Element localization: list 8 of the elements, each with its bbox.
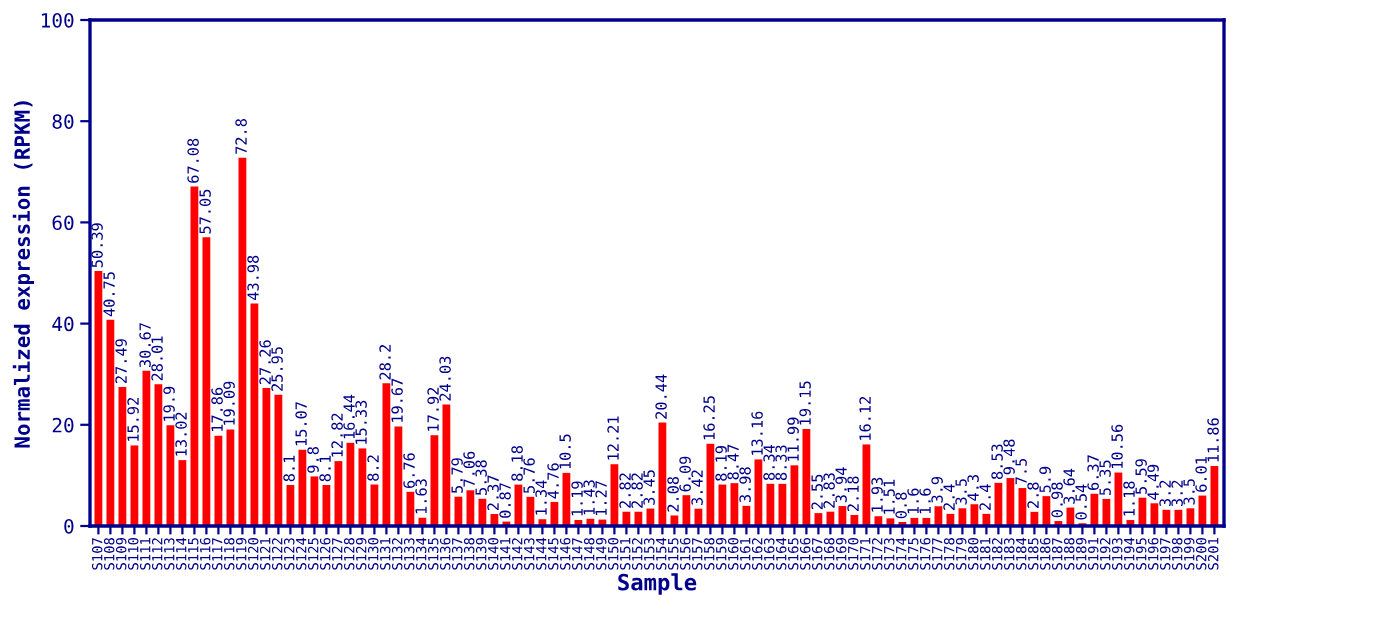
x-axis-title: Sample	[618, 573, 697, 595]
y-tick-label: 40	[52, 316, 74, 332]
y-tick-label: 0	[64, 519, 74, 534]
y-axis-title: Normalized expression (RPKM)	[12, 101, 35, 448]
y-tick-label: 20	[52, 417, 74, 433]
y-tick-label: 60	[52, 215, 74, 231]
y-tick-label: 80	[52, 114, 74, 129]
y-tick-label: 100	[41, 13, 74, 28]
